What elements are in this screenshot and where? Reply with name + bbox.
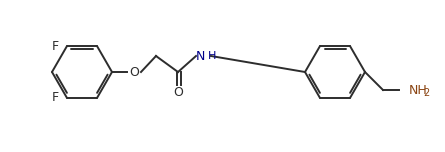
Text: 2: 2 <box>423 88 429 98</box>
Text: H: H <box>208 51 216 61</box>
Text: F: F <box>52 92 59 104</box>
Text: O: O <box>173 85 183 98</box>
Text: NH: NH <box>409 83 428 97</box>
Text: O: O <box>129 66 139 78</box>
Text: F: F <box>52 40 59 53</box>
Text: N: N <box>195 50 205 62</box>
